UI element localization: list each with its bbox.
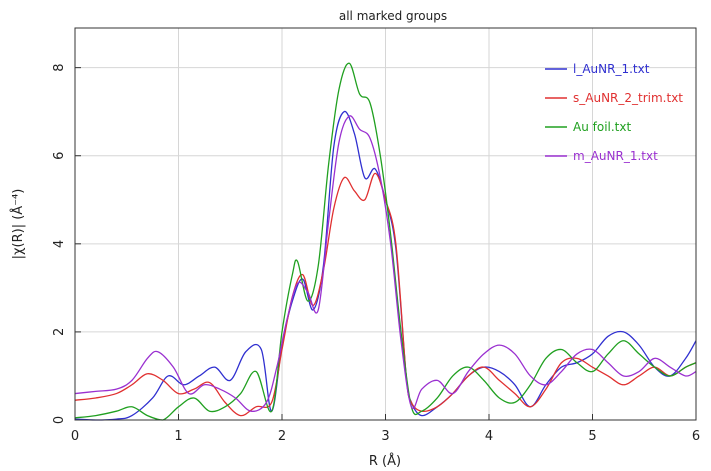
x-tick-label: 3: [381, 429, 389, 444]
y-tick-label: 0: [52, 416, 67, 424]
legend-label: m_AuNR_1.txt: [573, 149, 658, 163]
x-tick-label: 2: [278, 429, 286, 444]
chart-title: all marked groups: [339, 9, 447, 23]
x-tick-label: 5: [588, 429, 596, 444]
x-tick-label: 1: [174, 429, 182, 444]
y-axis-ticks: 0 2 4 6 8: [52, 63, 81, 424]
x-tick-label: 4: [485, 429, 493, 444]
x-tick-label: 6: [692, 429, 700, 444]
y-tick-label: 4: [52, 240, 67, 248]
legend: l_AuNR_1.txt s_AuNR_2_trim.txt Au foil.txt…: [545, 62, 683, 163]
legend-label: Au foil.txt: [573, 120, 631, 134]
y-axis-label: |χ(R)| (Å⁻⁴): [10, 189, 26, 260]
legend-label: l_AuNR_1.txt: [573, 62, 650, 76]
legend-label: s_AuNR_2_trim.txt: [573, 91, 683, 105]
x-axis-ticks: 0 1 2 3 4 5 6: [71, 414, 700, 444]
series-lines: [74, 62, 697, 421]
y-tick-label: 8: [52, 63, 67, 71]
x-axis-label: R (Å): [369, 453, 401, 469]
grid: [74, 28, 697, 421]
y-tick-label: 2: [52, 328, 67, 336]
y-tick-label: 6: [52, 152, 67, 160]
series-line-2: [74, 62, 697, 421]
x-tick-label: 0: [71, 429, 79, 444]
series-line-3: [74, 115, 697, 412]
